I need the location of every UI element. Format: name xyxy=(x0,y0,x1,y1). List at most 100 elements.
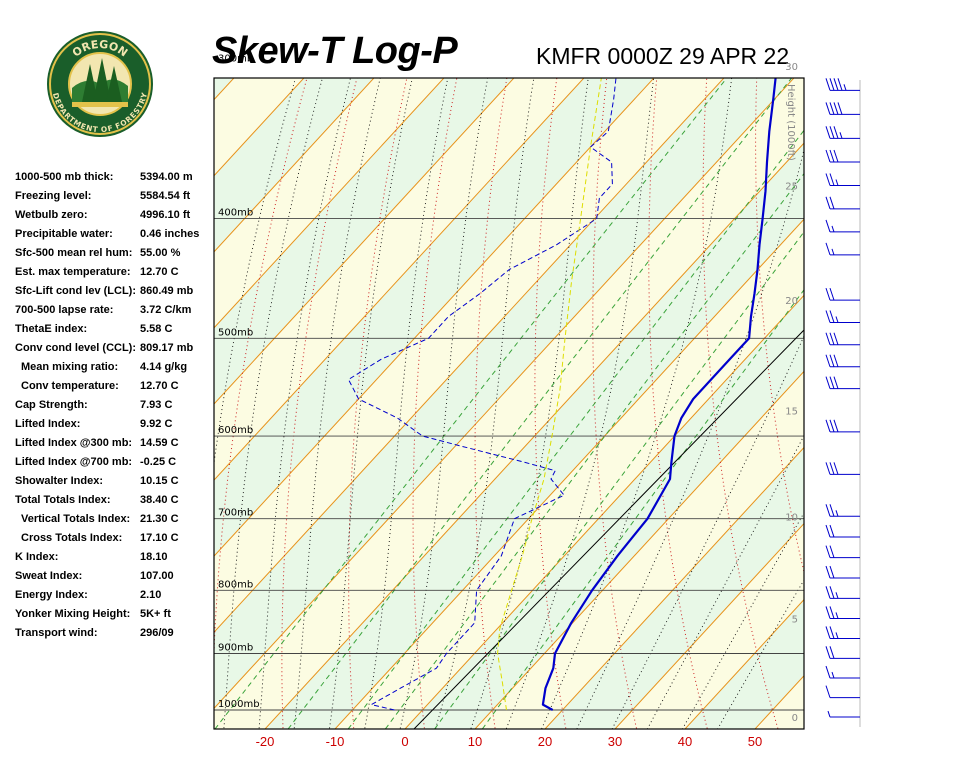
reference-diagonal xyxy=(413,329,804,729)
wind-barb-flag xyxy=(829,173,835,186)
isobar-label: 900mb xyxy=(218,642,253,653)
index-row: Sfc-Lift cond lev (LCL): 860.49 mb xyxy=(15,282,215,301)
index-row: Precipitable water: 0.46 inches xyxy=(15,225,215,244)
wind-barb-flag xyxy=(825,462,831,475)
chart-title: Skew-T Log-P xyxy=(212,30,458,72)
wind-barb-flag xyxy=(825,287,831,301)
wind-barb xyxy=(825,242,860,256)
index-value: 5584.54 ft xyxy=(140,190,191,202)
isobar-label: 500mb xyxy=(218,327,253,338)
isotherm-line xyxy=(214,78,655,557)
wind-barb-flag xyxy=(833,78,839,91)
index-label: Mean mixing ratio: xyxy=(21,361,119,373)
index-label: 1000-500 mb thick: xyxy=(15,171,114,183)
mixing-ratio-label: 2 xyxy=(845,63,858,74)
isotherm-line xyxy=(474,370,804,729)
index-row: 1000-500 mb thick: 5394.00 m xyxy=(15,168,215,187)
wind-barb-flag xyxy=(833,332,839,345)
index-label: Conv cond level (CCL): xyxy=(15,342,137,354)
index-value: 5K+ ft xyxy=(140,608,171,620)
wind-barb-flag xyxy=(829,102,835,115)
dry-adiabat xyxy=(951,0,960,736)
index-label: ThetaE index: xyxy=(15,323,88,335)
index-row: Yonker Mixing Height: 5K+ ft xyxy=(15,605,215,624)
index-value: 5.58 C xyxy=(140,323,173,335)
index-label: Precipitable water: xyxy=(15,228,113,240)
dry-adiabat xyxy=(755,78,804,575)
index-row: Est. max temperature: 12.70 C xyxy=(15,263,215,282)
mixing-ratio-line xyxy=(433,231,804,729)
wind-barb-flag xyxy=(825,196,831,209)
dry-adiabat xyxy=(534,78,567,729)
wind-barb xyxy=(825,126,860,139)
wind-barb-half-flag xyxy=(835,316,839,323)
wind-barb xyxy=(825,646,860,659)
index-row: Cross Totals Index: 17.10 C xyxy=(15,529,215,548)
mixing-ratio-label: 0.4 xyxy=(728,54,745,73)
wind-barb-flag xyxy=(833,376,839,389)
index-label: Wetbulb zero: xyxy=(15,209,88,221)
wind-barb-flag xyxy=(829,626,835,639)
wind-barb-flag xyxy=(829,287,835,301)
wind-barb-flag xyxy=(825,173,831,186)
index-value: 860.49 mb xyxy=(140,285,194,297)
wind-barb-half-flag xyxy=(835,632,839,639)
wind-barb xyxy=(825,310,860,324)
isobar-label: 600mb xyxy=(218,425,253,436)
wind-barb-flag xyxy=(829,78,835,91)
isotherm-band xyxy=(214,78,234,100)
wind-barb-flag xyxy=(825,242,831,256)
wind-barb xyxy=(827,710,860,718)
wind-barb-flag xyxy=(825,102,831,115)
wind-barb-flag xyxy=(829,196,835,209)
index-label: Sweat Index: xyxy=(15,570,83,582)
wind-barb-flag xyxy=(825,685,831,698)
index-value: 809.17 mb xyxy=(140,342,194,354)
index-row: Wetbulb zero: 4996.10 ft xyxy=(15,206,215,225)
wind-barb xyxy=(825,102,860,115)
height-tick-label: 20 xyxy=(785,296,798,307)
index-value: 38.40 C xyxy=(140,494,179,506)
moist-adiabat xyxy=(364,78,449,729)
index-label: Sfc-500 mean rel hum: xyxy=(15,247,133,259)
wind-barb-flag xyxy=(829,310,835,323)
index-label: Est. max temperature: xyxy=(15,266,131,278)
dry-adiabat xyxy=(648,78,708,729)
isotherm-line xyxy=(818,0,960,736)
height-tick-label: 5 xyxy=(792,614,798,625)
plot-frame xyxy=(213,77,805,730)
height-tick-label: 30 xyxy=(785,62,798,73)
wind-barb xyxy=(825,524,860,538)
index-row: ThetaE index: 5.58 C xyxy=(15,320,215,339)
mixing-ratio-line xyxy=(384,172,804,729)
wind-barb-flag xyxy=(829,126,835,139)
wind-barb xyxy=(825,586,860,599)
index-label: Lifted Index: xyxy=(15,418,81,430)
x-tick-label: 20 xyxy=(538,734,552,749)
wind-barb-flag xyxy=(833,354,839,367)
mixing-ratio-label: 3 xyxy=(878,63,891,74)
wind-barb-flag xyxy=(825,354,831,367)
index-value: 296/09 xyxy=(140,627,174,639)
oregon-forestry-logo: OREGON DEPARTMENT OF FORESTRY xyxy=(47,31,153,137)
wind-barb-half-flag xyxy=(835,612,839,619)
wind-barb-flag xyxy=(829,462,835,475)
index-label: 700-500 lapse rate: xyxy=(15,304,114,316)
wind-barb-flag xyxy=(825,665,831,679)
station-time-label: KMFR 0000Z 29 APR 22 xyxy=(536,43,790,69)
index-label: Lifted Index @700 mb: xyxy=(15,456,133,468)
wind-barb-flag xyxy=(829,646,835,659)
index-row: Transport wind: 296/09 xyxy=(15,624,215,643)
index-row: Mean mixing ratio: 4.14 g/kg xyxy=(15,358,215,377)
wind-barb-flag xyxy=(829,606,835,619)
index-value: 12.70 C xyxy=(140,266,179,278)
wind-barb-flag xyxy=(829,376,835,389)
dry-adiabat xyxy=(412,78,458,729)
wind-barb xyxy=(825,545,860,559)
index-label: Sfc-Lift cond lev (LCL): xyxy=(15,285,136,297)
wind-barb xyxy=(825,354,860,368)
index-label: Transport wind: xyxy=(15,627,98,639)
index-value: 21.30 C xyxy=(140,513,179,525)
logo-text-top: OREGON xyxy=(70,38,130,60)
index-row: Lifted Index @300 mb: 14.59 C xyxy=(15,434,215,453)
